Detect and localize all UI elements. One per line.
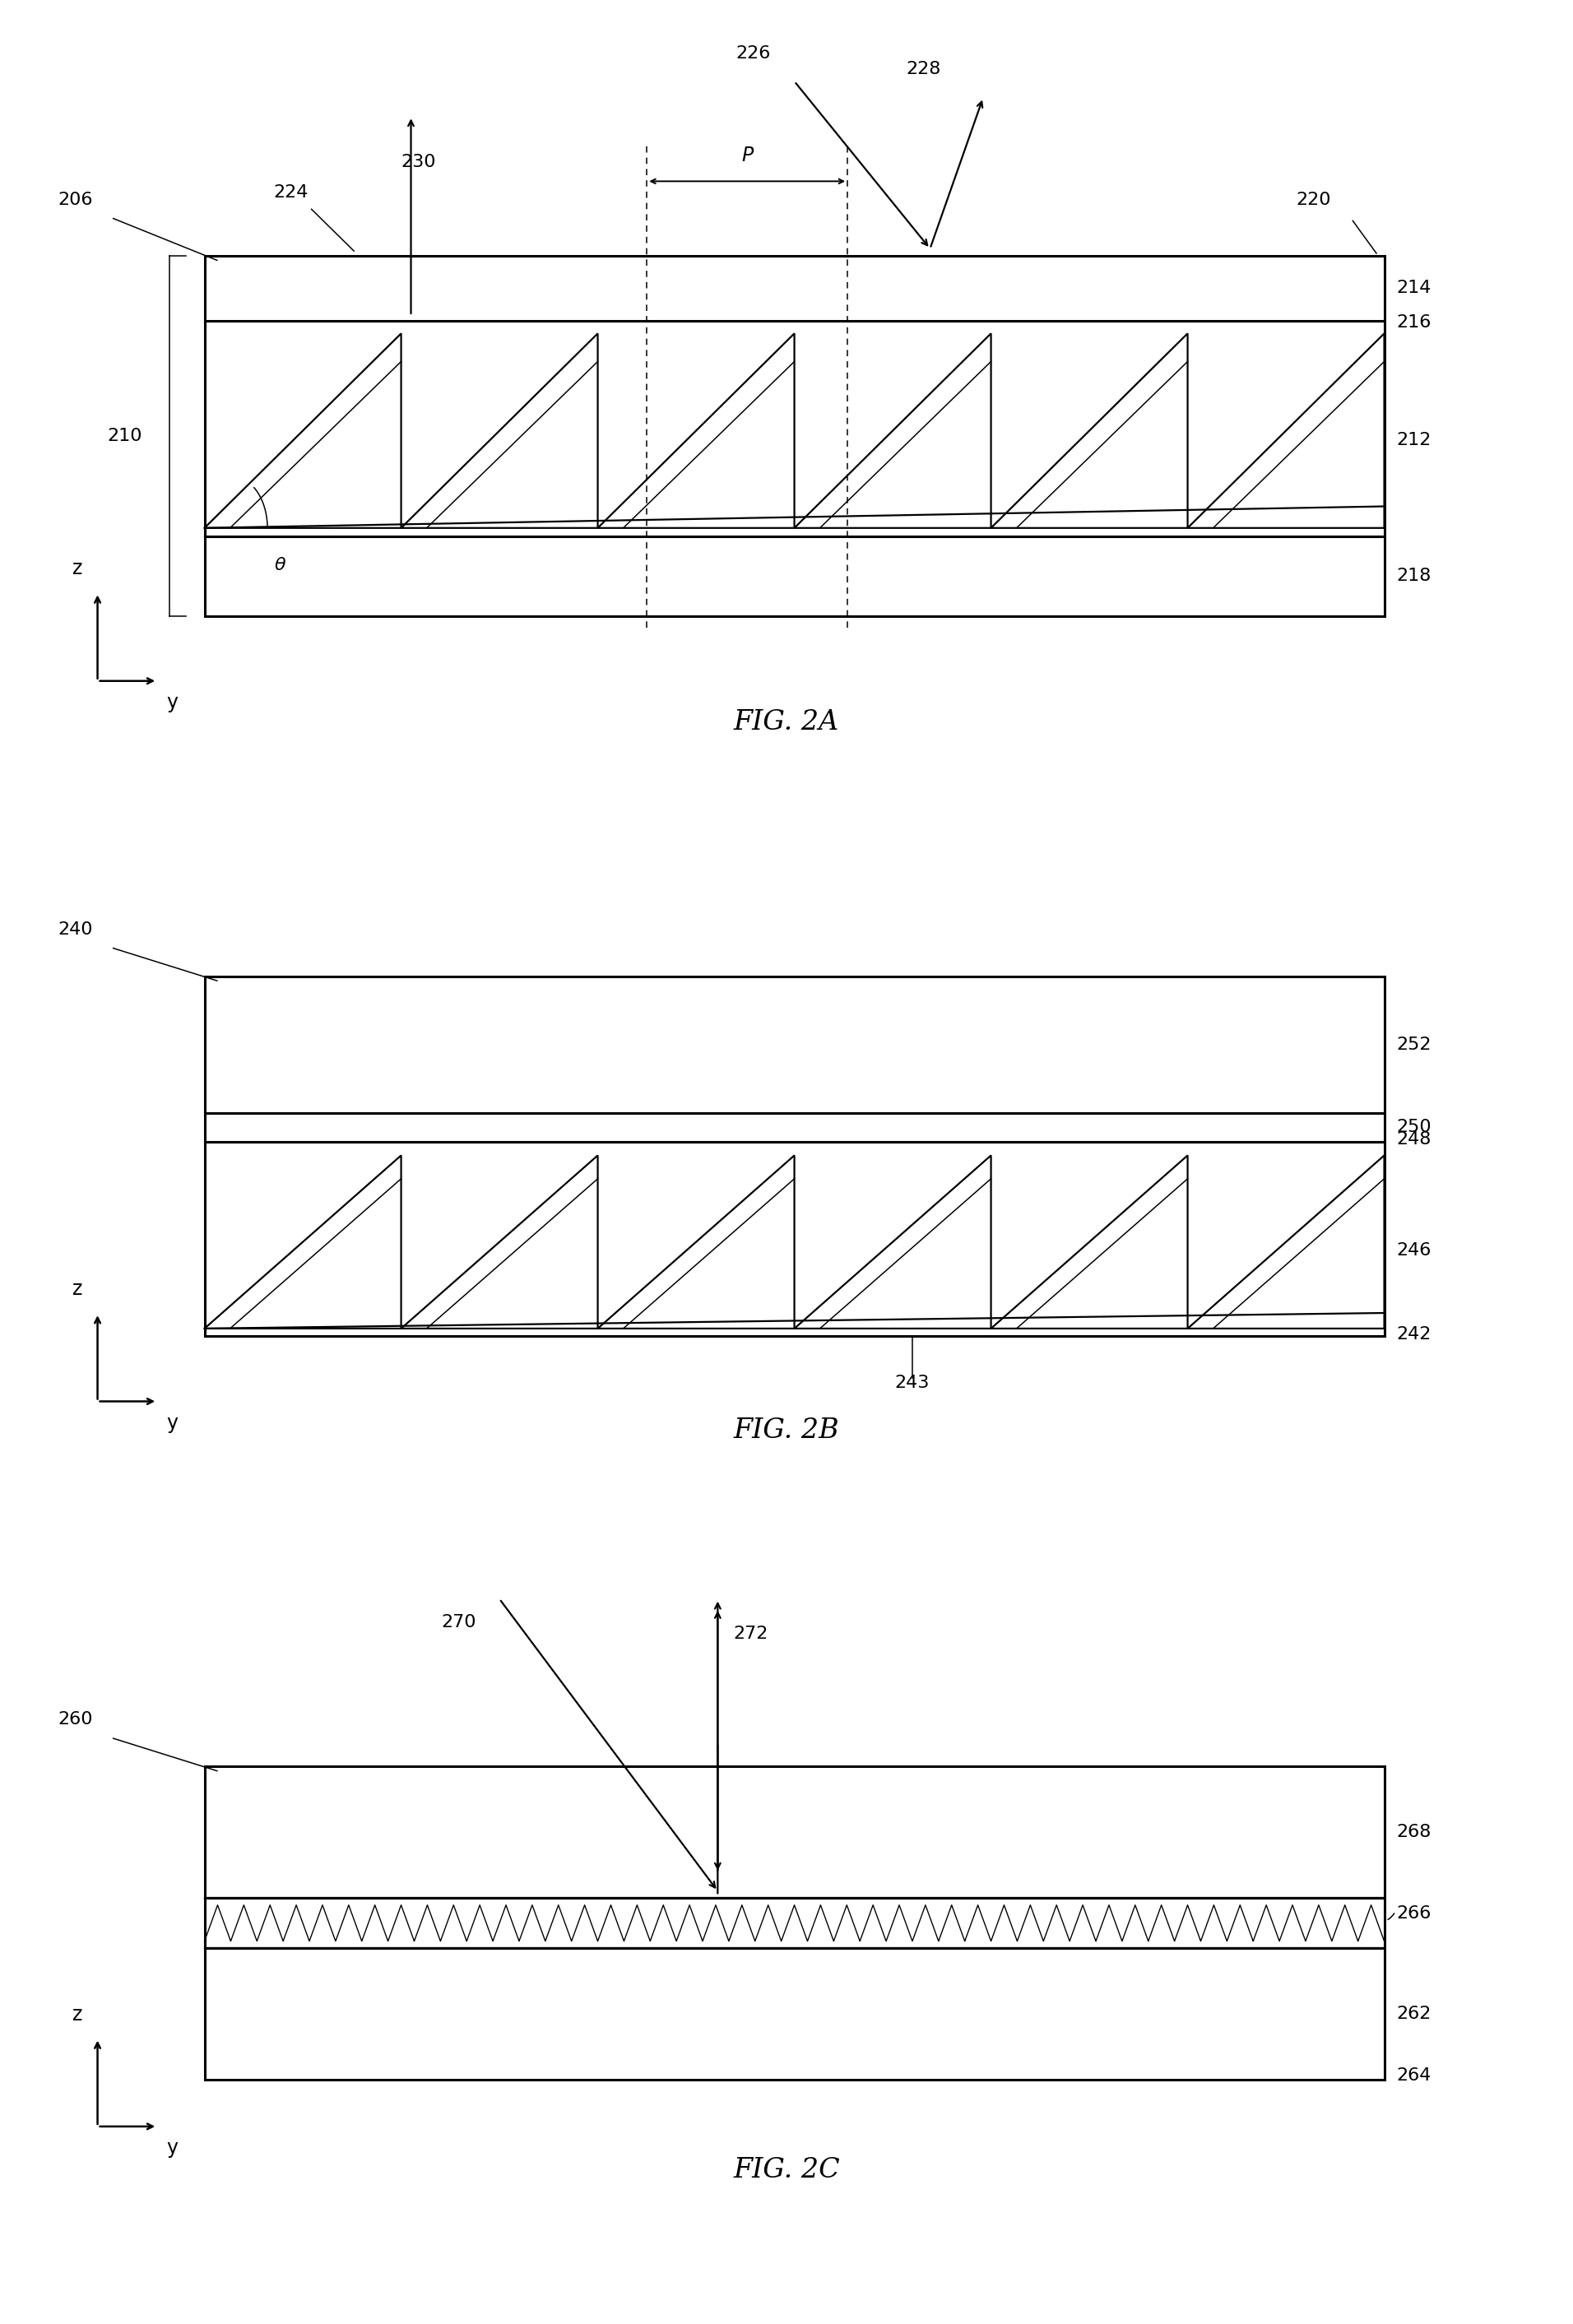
Polygon shape xyxy=(794,332,991,528)
Text: y: y xyxy=(167,2138,178,2157)
Text: 242: 242 xyxy=(1397,1325,1431,1343)
Bar xyxy=(204,1948,1384,2080)
Polygon shape xyxy=(204,1155,401,1329)
Polygon shape xyxy=(204,332,401,528)
Polygon shape xyxy=(401,332,598,528)
Bar xyxy=(204,537,1384,616)
Text: 240: 240 xyxy=(58,920,93,937)
Bar xyxy=(204,1766,1384,1899)
Polygon shape xyxy=(1188,1155,1384,1329)
Text: 206: 206 xyxy=(58,191,93,207)
Text: z: z xyxy=(72,560,82,579)
Text: 220: 220 xyxy=(1296,191,1331,207)
Polygon shape xyxy=(991,1155,1188,1329)
Text: 210: 210 xyxy=(107,428,142,444)
Polygon shape xyxy=(794,1155,991,1329)
Text: y: y xyxy=(167,1413,178,1432)
Polygon shape xyxy=(598,1155,794,1329)
Text: z: z xyxy=(72,2006,82,2024)
Text: 252: 252 xyxy=(1397,1037,1431,1053)
Text: FIG. 2C: FIG. 2C xyxy=(733,2157,840,2182)
Text: 226: 226 xyxy=(736,44,771,60)
Bar xyxy=(204,1899,1384,1948)
Text: P: P xyxy=(741,146,753,165)
Text: FIG. 2A: FIG. 2A xyxy=(733,709,840,734)
Text: 224: 224 xyxy=(274,184,308,200)
Text: 246: 246 xyxy=(1397,1243,1431,1260)
Text: 262: 262 xyxy=(1397,2006,1431,2022)
Text: 270: 270 xyxy=(440,1613,475,1629)
Text: 260: 260 xyxy=(58,1710,93,1727)
Text: 250: 250 xyxy=(1397,1120,1431,1136)
Text: z: z xyxy=(72,1281,82,1299)
Text: 264: 264 xyxy=(1397,2066,1431,2085)
Bar xyxy=(204,256,1384,321)
Polygon shape xyxy=(1188,332,1384,528)
Polygon shape xyxy=(991,332,1188,528)
Text: y: y xyxy=(167,693,178,711)
Text: $\theta$: $\theta$ xyxy=(274,558,286,574)
Text: 272: 272 xyxy=(733,1624,768,1641)
Text: 230: 230 xyxy=(401,153,436,170)
Polygon shape xyxy=(598,332,794,528)
Bar xyxy=(204,1141,1384,1336)
Text: 243: 243 xyxy=(895,1373,930,1390)
Bar xyxy=(204,321,1384,537)
Bar xyxy=(204,976,1384,1113)
Text: 212: 212 xyxy=(1397,432,1431,449)
Text: 214: 214 xyxy=(1397,279,1431,295)
Text: FIG. 2B: FIG. 2B xyxy=(733,1418,840,1443)
Text: 218: 218 xyxy=(1397,567,1431,583)
Bar xyxy=(204,1113,1384,1141)
Text: 266: 266 xyxy=(1397,1906,1431,1922)
Text: 216: 216 xyxy=(1397,314,1431,330)
Polygon shape xyxy=(401,1155,598,1329)
Text: 248: 248 xyxy=(1397,1132,1431,1148)
Text: 228: 228 xyxy=(906,60,941,77)
Text: 268: 268 xyxy=(1397,1824,1431,1841)
